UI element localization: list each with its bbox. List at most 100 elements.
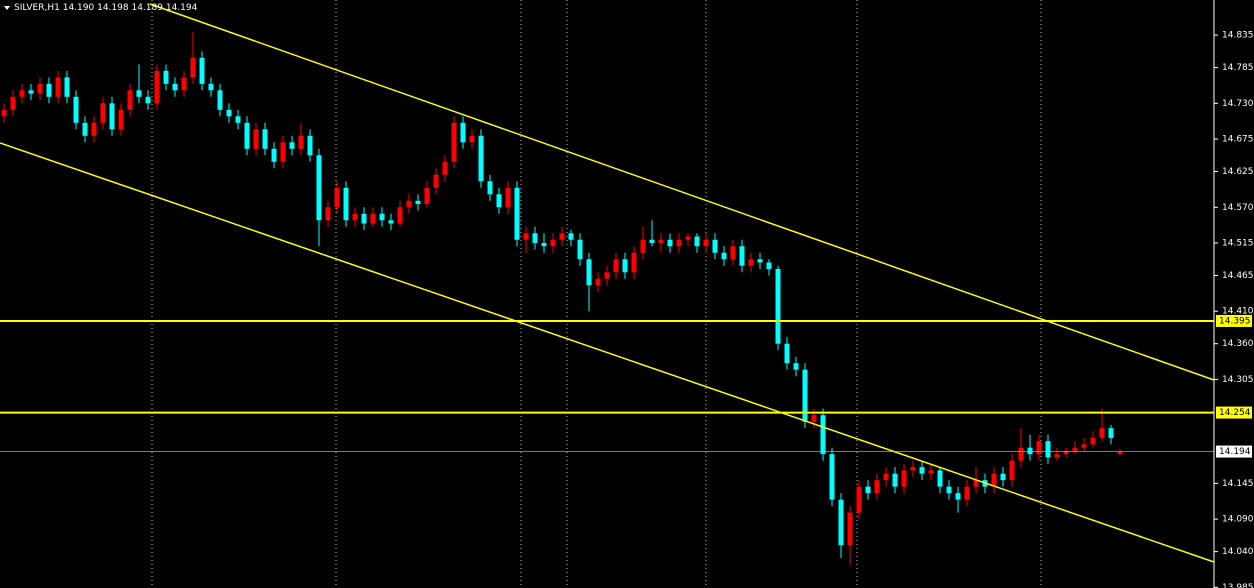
y-tick-label: 13.985 xyxy=(1222,583,1254,588)
candle-body xyxy=(631,252,637,273)
candle-body xyxy=(271,148,277,162)
candle-body xyxy=(127,90,133,110)
candle-body xyxy=(874,480,880,494)
open-label: 14.190 xyxy=(63,3,95,13)
candle-body xyxy=(856,486,862,513)
candle-body xyxy=(370,213,376,224)
channel-lower-line[interactable] xyxy=(0,142,1215,563)
candle-body xyxy=(622,259,628,273)
candle-body xyxy=(190,57,196,78)
y-tick-label: 14.675 xyxy=(1222,135,1254,145)
candle-body xyxy=(694,236,700,247)
close-label: 14.194 xyxy=(166,3,198,13)
price-axis: 14.835 14.785 14.730 14.675 14.625 14.570 14.5… xyxy=(1214,31,1254,588)
level-label: 14.254 xyxy=(1219,408,1251,418)
candle-body xyxy=(1108,428,1114,438)
candle-body xyxy=(46,83,52,97)
candle-body xyxy=(541,242,547,247)
candle-body xyxy=(1054,454,1060,458)
candle-body xyxy=(532,233,538,243)
candle-body xyxy=(397,207,403,224)
candle-body xyxy=(424,187,430,205)
candle-body xyxy=(811,415,817,422)
level-label-box xyxy=(1216,314,1252,327)
candle-body xyxy=(946,486,952,494)
menu-arrow[interactable] xyxy=(4,6,10,10)
header: SILVER,H1 14.190 14.198 14.189 14.194 xyxy=(4,3,198,13)
candle-body xyxy=(676,239,682,247)
candle-body xyxy=(613,259,619,273)
candle-body xyxy=(1099,428,1105,438)
candle-body xyxy=(469,135,475,143)
symbol: SILVER,H1 xyxy=(14,3,60,13)
y-tick-label: 14.305 xyxy=(1222,375,1254,385)
candle-body xyxy=(586,259,592,286)
candle-body xyxy=(739,246,745,266)
candle-body xyxy=(937,470,943,487)
y-tick-label: 14.515 xyxy=(1222,238,1254,248)
candle-body xyxy=(235,116,241,123)
candle-body xyxy=(253,129,259,149)
candle-body xyxy=(109,103,115,130)
candle-body xyxy=(181,77,187,91)
candle-body xyxy=(388,220,394,224)
y-tick-label: 14.040 xyxy=(1222,547,1254,557)
y-tick-label: 14.360 xyxy=(1222,339,1254,349)
candle-body xyxy=(163,70,169,84)
candle-body xyxy=(64,77,70,97)
current-price-label: 14.194 xyxy=(1219,447,1251,457)
candle-body xyxy=(748,259,754,266)
candle-body xyxy=(514,187,520,240)
levels: 14.395 14.254 14.194 xyxy=(0,314,1252,458)
candle-body xyxy=(838,499,844,546)
candle-body xyxy=(568,233,574,240)
candle-body xyxy=(973,480,979,487)
candle-body xyxy=(847,512,853,546)
candle-body xyxy=(991,473,997,487)
candle-body xyxy=(406,200,412,208)
candle-body xyxy=(1027,447,1033,455)
candle-body xyxy=(1018,447,1024,461)
candle-body xyxy=(361,213,367,224)
candle-body xyxy=(37,83,43,94)
y-tick-label: 14.090 xyxy=(1222,515,1254,525)
candle-body xyxy=(757,259,763,263)
candle-body xyxy=(892,473,898,487)
y-tick-label: 14.570 xyxy=(1222,203,1254,213)
candle-body xyxy=(766,262,772,269)
candle-body xyxy=(28,90,34,94)
low-label: 14.189 xyxy=(131,3,163,13)
candle-body xyxy=(352,213,358,221)
candle-body xyxy=(1,109,7,117)
candle-body xyxy=(298,135,304,149)
candle-body xyxy=(55,77,61,97)
candle-body xyxy=(73,96,79,123)
candle-body xyxy=(496,194,502,208)
candle-body xyxy=(910,467,916,471)
candle-body xyxy=(505,187,511,208)
candle-body xyxy=(595,278,601,286)
header-text: SILVER,H1 14.190 14.198 14.189 14.194 xyxy=(14,3,198,13)
candle-body xyxy=(793,363,799,370)
candle-body xyxy=(964,486,970,500)
candle-body xyxy=(1081,444,1087,448)
candle-body xyxy=(478,135,484,182)
candle-body xyxy=(1072,447,1078,451)
candle-body xyxy=(226,109,232,117)
channel-upper-line[interactable] xyxy=(149,3,1215,381)
candle-body xyxy=(721,252,727,260)
candle-body xyxy=(172,83,178,91)
current-price-box xyxy=(1216,445,1252,458)
candle-body xyxy=(442,161,448,175)
candle-body xyxy=(685,236,691,240)
candle-body xyxy=(784,343,790,364)
candle-body xyxy=(559,233,565,240)
candle-body xyxy=(919,467,925,474)
candle-body xyxy=(820,415,826,455)
level-label: 14.395 xyxy=(1219,316,1251,326)
candle-body xyxy=(379,213,385,221)
candle-body xyxy=(244,122,250,149)
candle-body xyxy=(100,103,106,123)
candle-body xyxy=(289,142,295,149)
